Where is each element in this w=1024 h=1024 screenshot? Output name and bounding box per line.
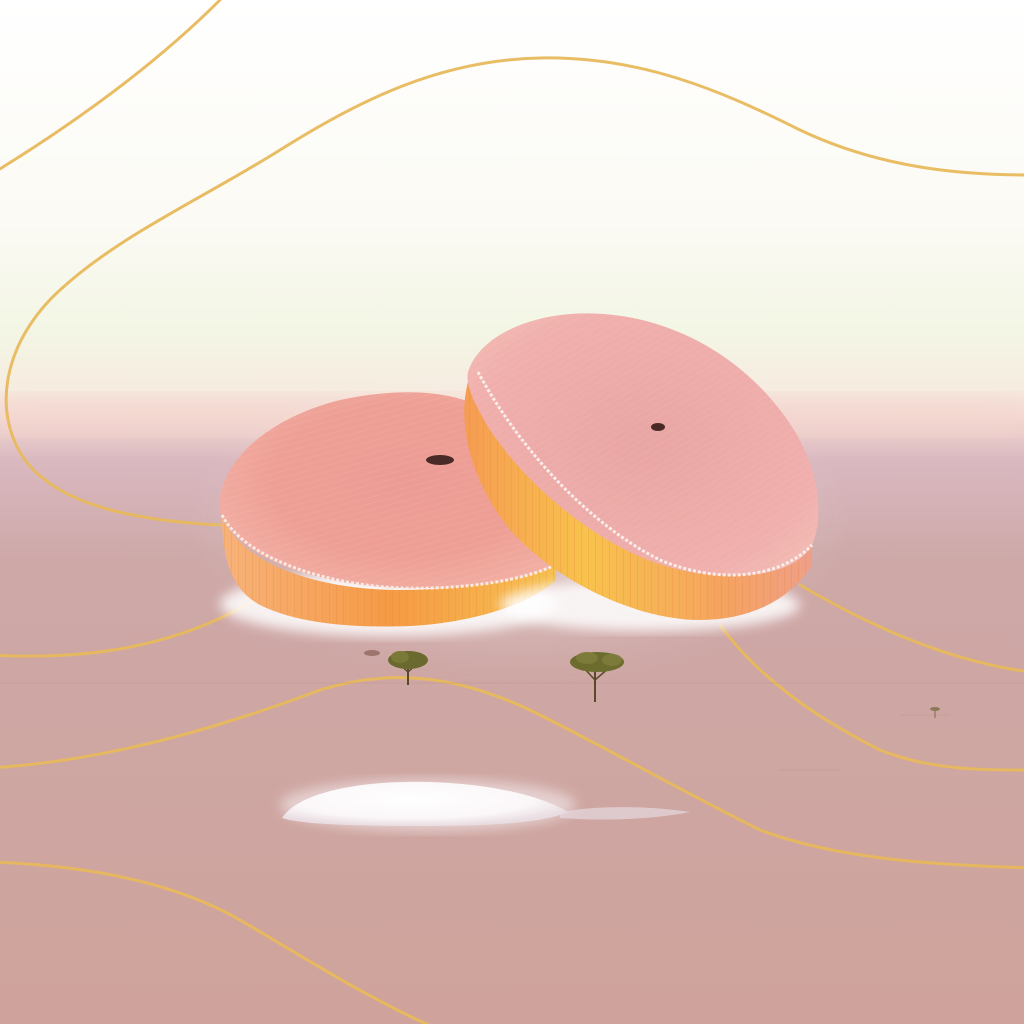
left-disc-seam: [220, 514, 556, 590]
tiny-distant-shrub: [930, 707, 940, 718]
small-tree-right: [570, 652, 624, 702]
right-disc-seam: [476, 371, 814, 577]
right-cushion-disc: [464, 313, 819, 631]
small-tree-left: [388, 651, 428, 685]
left-disc-center: [426, 455, 454, 465]
white-puddle: [280, 779, 690, 831]
right-disc-center: [651, 423, 665, 431]
pebble: [364, 650, 380, 656]
ground-streaks: [0, 682, 1024, 771]
